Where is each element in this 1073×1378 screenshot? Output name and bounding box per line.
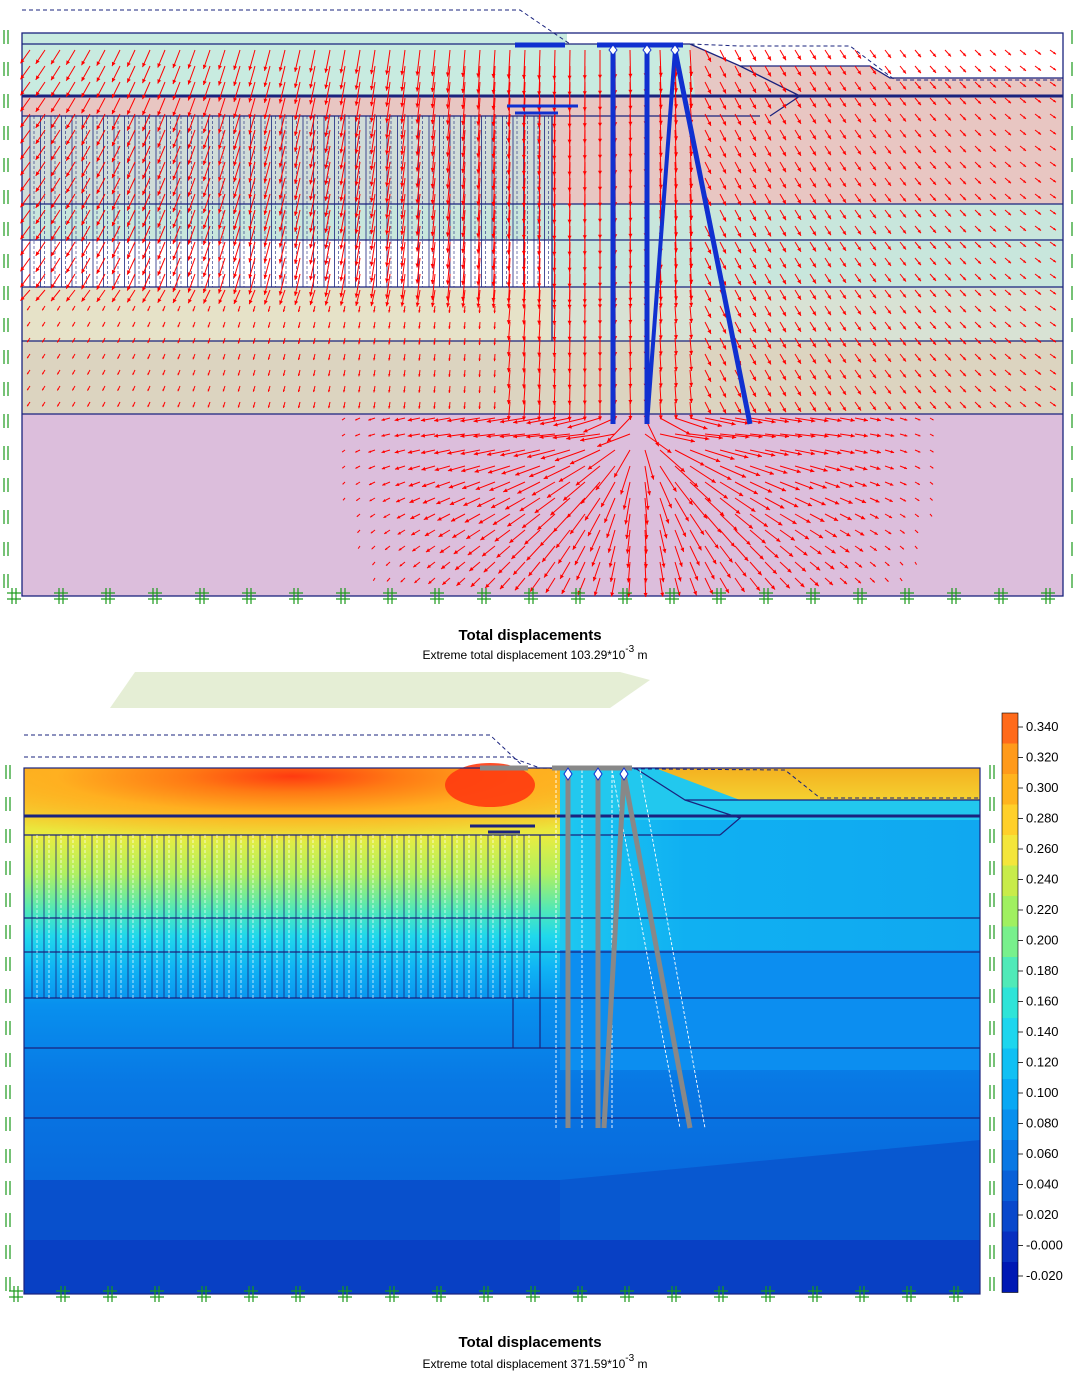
original-ground-dashed bbox=[22, 9, 1063, 81]
top-caption-title: Total displacements bbox=[458, 627, 601, 644]
legend-label: 0.120 bbox=[1026, 1055, 1059, 1070]
legend-swatch bbox=[1002, 957, 1018, 988]
legend-swatch bbox=[1002, 1262, 1018, 1293]
legend-label: 0.200 bbox=[1026, 933, 1059, 948]
top-diagram-panel bbox=[3, 9, 1073, 604]
legend-label: 0.020 bbox=[1026, 1207, 1059, 1222]
legend-label: 0.100 bbox=[1026, 1085, 1059, 1100]
bottom-pile-group bbox=[470, 765, 693, 1129]
legend-label: 0.180 bbox=[1026, 963, 1059, 978]
bottom-original-ground-dashed bbox=[24, 734, 980, 799]
legend-label: 0.280 bbox=[1026, 811, 1059, 826]
contour-peak bbox=[445, 763, 535, 807]
legend-label: 0.240 bbox=[1026, 872, 1059, 887]
legend-label: 0.340 bbox=[1026, 719, 1059, 734]
legend-swatch bbox=[1002, 1170, 1018, 1201]
legend-label: 0.300 bbox=[1026, 780, 1059, 795]
soil-layer-2-left bbox=[22, 116, 552, 204]
pile-group bbox=[507, 42, 753, 425]
legend-swatch bbox=[1002, 804, 1018, 835]
bottom-original-ground-dashed-2 bbox=[24, 756, 541, 769]
legend-swatch bbox=[1002, 987, 1018, 1018]
boundary-fixities bbox=[3, 30, 1073, 604]
soil-layer-top bbox=[22, 33, 567, 96]
legend-label: 0.260 bbox=[1026, 841, 1059, 856]
legend-label: 0.220 bbox=[1026, 902, 1059, 917]
soil-layer-5 bbox=[22, 341, 1063, 414]
right-top-layer bbox=[740, 66, 1063, 96]
bottom-contour-panel bbox=[5, 734, 995, 1302]
contour-slope-zone bbox=[560, 768, 980, 820]
soil-layer-6 bbox=[22, 414, 1063, 596]
watermark-band bbox=[110, 672, 650, 708]
legend-label: 0.160 bbox=[1026, 994, 1059, 1009]
legend-swatch bbox=[1002, 774, 1018, 805]
legend-swatch bbox=[1002, 743, 1018, 774]
bottom-caption-title: Total displacements bbox=[458, 1334, 601, 1351]
contour-right-mid bbox=[560, 950, 980, 1070]
contour-base-band bbox=[24, 1240, 980, 1294]
contour-hot-zone bbox=[24, 768, 560, 850]
legend-label: -0.020 bbox=[1026, 1268, 1063, 1283]
legend-swatch bbox=[1002, 896, 1018, 927]
bottom-vertical-drains bbox=[31, 769, 706, 1129]
legend-label: -0.000 bbox=[1026, 1238, 1063, 1253]
legend-label: 0.320 bbox=[1026, 750, 1059, 765]
legend-label: 0.140 bbox=[1026, 1024, 1059, 1039]
legend-swatch bbox=[1002, 1048, 1018, 1079]
top-caption-subtitle: Extreme total displacement 103.29*10-3 m bbox=[422, 644, 647, 662]
soil-layer-4-right bbox=[552, 287, 1063, 341]
legend-label: 0.060 bbox=[1026, 1146, 1059, 1161]
legend-swatch bbox=[1002, 926, 1018, 957]
color-legend: 0.340 0.320 0.300 0.280 0.260 0.240 0.220 0.200… bbox=[1001, 712, 1063, 1293]
bottom-caption-subtitle: Extreme total displacement 371.59*10-3 m bbox=[422, 1353, 647, 1371]
legend-swatch bbox=[1002, 1109, 1018, 1140]
legend-swatch bbox=[1002, 1079, 1018, 1110]
legend-swatch bbox=[1002, 835, 1018, 866]
contour-right-zone bbox=[560, 800, 980, 950]
legend-swatch bbox=[1002, 865, 1018, 896]
legend-swatch bbox=[1002, 1140, 1018, 1171]
displacement-arrows bbox=[20, 49, 1057, 597]
legend-swatch bbox=[1002, 713, 1018, 744]
legend-swatch bbox=[1002, 1018, 1018, 1049]
legend-label: 0.040 bbox=[1026, 1177, 1059, 1192]
legend-swatch bbox=[1002, 1201, 1018, 1232]
legend-label: 0.080 bbox=[1026, 1116, 1059, 1131]
bottom-boundary-fixities bbox=[5, 765, 995, 1302]
legend-swatch bbox=[1002, 1231, 1018, 1262]
